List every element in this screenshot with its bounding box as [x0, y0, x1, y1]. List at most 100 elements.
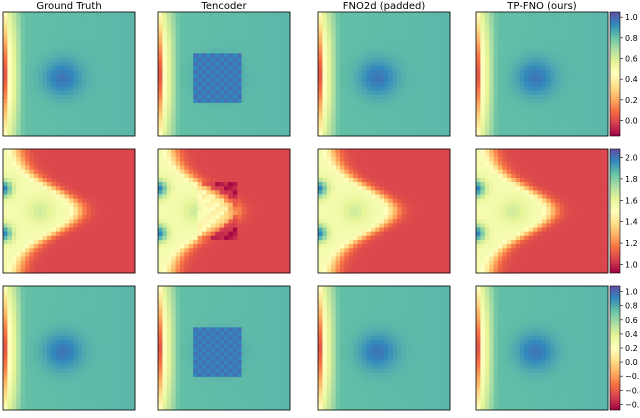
heatmap-cell	[64, 231, 70, 237]
heatmap-cell	[193, 119, 198, 124]
heatmap-cell	[533, 16, 538, 21]
heatmap-cell	[206, 82, 212, 87]
heatmap-cell	[60, 157, 65, 162]
heatmap-cell	[77, 186, 83, 191]
heatmap-cell	[533, 123, 538, 129]
heatmap-cell	[564, 90, 569, 96]
heatmap-cell	[55, 115, 61, 120]
heatmap-cell	[272, 194, 278, 199]
heatmap-cell	[121, 149, 127, 154]
heatmap-cell	[268, 169, 273, 175]
heatmap-cell	[268, 32, 273, 38]
heatmap-cell	[180, 123, 185, 129]
heatmap-cell	[69, 127, 74, 133]
heatmap-cell	[33, 90, 39, 96]
heatmap-cell	[528, 102, 534, 108]
heatmap-cell	[524, 115, 530, 120]
heatmap-cell	[51, 82, 57, 87]
heatmap-cell	[246, 45, 251, 50]
heatmap-cell	[224, 161, 229, 166]
heatmap-cell	[241, 161, 247, 166]
heatmap-cell	[166, 198, 172, 204]
heatmap-cell	[3, 165, 8, 171]
heatmap-cell	[533, 86, 538, 91]
heatmap-cell	[528, 28, 534, 34]
heatmap-cell	[47, 90, 52, 96]
heatmap-cell	[158, 94, 163, 100]
heatmap-cell	[51, 57, 57, 62]
heatmap-cell	[581, 12, 587, 17]
heatmap-cell	[25, 90, 30, 96]
heatmap-cell	[581, 24, 587, 29]
heatmap-cell	[210, 202, 216, 208]
heatmap-cell	[38, 90, 43, 96]
heatmap-cell	[528, 94, 534, 100]
heatmap-cell	[246, 127, 251, 133]
heatmap-cell	[285, 86, 291, 91]
heatmap-cell	[414, 107, 420, 112]
heatmap-cell	[397, 69, 402, 75]
heatmap-cell	[254, 165, 260, 171]
heatmap-cell	[210, 61, 216, 67]
heatmap-cell	[555, 65, 560, 71]
heatmap-cell	[375, 32, 380, 38]
heatmap-cell	[250, 182, 256, 187]
heatmap-cell	[117, 202, 123, 208]
heatmap-cell	[42, 69, 48, 75]
heatmap-cell	[379, 102, 385, 108]
heatmap-cell	[263, 61, 269, 67]
heatmap-cell	[357, 102, 363, 108]
heatmap-cell	[51, 227, 57, 233]
heatmap-cell	[29, 115, 35, 120]
heatmap-cell	[445, 82, 451, 87]
heatmap-cell	[73, 61, 79, 67]
heatmap-cell	[484, 74, 490, 79]
heatmap-cell	[104, 211, 109, 216]
heatmap-cell	[375, 127, 380, 133]
heatmap-cell	[215, 28, 220, 34]
heatmap-cell	[599, 131, 604, 137]
heatmap-cell	[113, 169, 118, 175]
heatmap-cell	[224, 94, 229, 100]
heatmap-cell	[64, 244, 70, 249]
heatmap-cell	[184, 123, 190, 129]
heatmap-cell	[7, 123, 13, 129]
heatmap-cell	[590, 20, 596, 25]
heatmap-cell	[254, 94, 260, 100]
heatmap-cell	[104, 107, 109, 112]
heatmap-cell	[117, 173, 123, 179]
heatmap-cell	[193, 211, 198, 216]
heatmap-cell	[42, 57, 48, 62]
heatmap-cell	[126, 161, 131, 166]
heatmap-cell	[520, 20, 525, 25]
heatmap-cell	[180, 32, 185, 38]
heatmap-cell	[95, 32, 101, 38]
heatmap-cell	[441, 40, 446, 46]
heatmap-cell	[171, 20, 176, 25]
heatmap-cell	[197, 45, 203, 50]
heatmap-cell	[55, 119, 61, 124]
heatmap-cell	[69, 173, 74, 179]
heatmap-cell	[586, 16, 591, 21]
heatmap-cell	[95, 16, 101, 21]
heatmap-cell	[498, 90, 503, 96]
heatmap-cell	[326, 123, 332, 129]
heatmap-cell	[331, 65, 336, 71]
heatmap-cell	[401, 98, 407, 104]
heatmap-cell	[353, 131, 358, 137]
heatmap-cell	[82, 90, 87, 96]
heatmap-cell	[520, 49, 525, 54]
heatmap-cell	[188, 119, 194, 124]
heatmap-cell	[95, 190, 101, 195]
heatmap-cell	[366, 40, 372, 46]
heatmap-cell	[224, 206, 229, 212]
heatmap-cell	[594, 45, 600, 50]
heatmap-cell	[441, 45, 446, 50]
heatmap-cell	[401, 32, 407, 38]
heatmap-cell	[397, 12, 402, 17]
heatmap-cell	[60, 98, 65, 104]
heatmap-cell	[25, 157, 30, 162]
heatmap-cell	[555, 123, 560, 129]
heatmap-cell	[188, 194, 194, 199]
heatmap-cell	[392, 57, 398, 62]
